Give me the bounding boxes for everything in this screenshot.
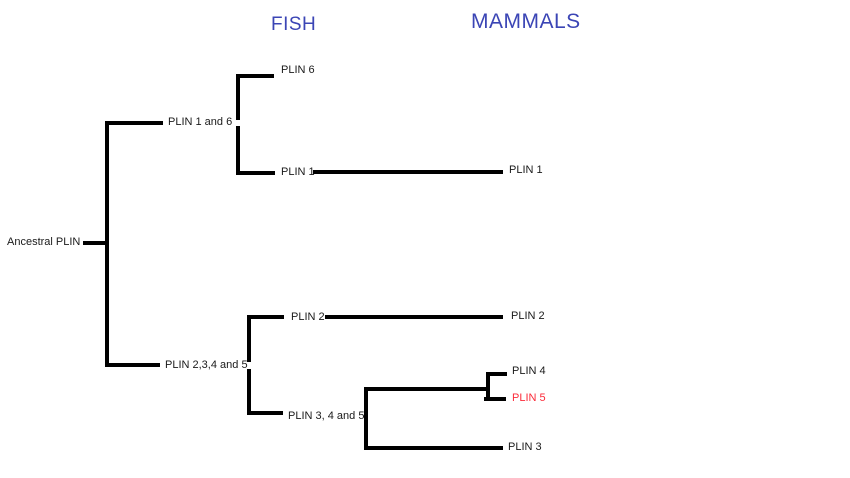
clade2345-vertical-lower: [247, 369, 251, 415]
mammal-plin4-label: PLIN 4: [512, 365, 546, 377]
clade16-vertical-upper: [236, 74, 240, 120]
clade345-label: PLIN 3, 4 and 5: [288, 410, 365, 422]
clade2345-label: PLIN 2,3,4 and 5: [165, 359, 248, 371]
trunk-vertical-line: [105, 121, 109, 367]
fish-plin1-branch-line: [236, 171, 275, 175]
clade345-vertical-line: [364, 387, 368, 450]
clade16-label: PLIN 1 and 6: [168, 116, 233, 128]
clade2345-branch-line: [105, 363, 160, 367]
mammal-plin5-branch-line: [484, 397, 506, 401]
mammals-column-header: MAMMALS: [471, 10, 581, 33]
mammal-plin4-branch-line: [486, 372, 507, 376]
clade2345-vertical-upper: [247, 315, 251, 362]
fish-plin6-branch-line: [236, 74, 274, 78]
fish-plin2-branch-line: [247, 315, 284, 319]
mammal-plin2-branch-line: [325, 315, 503, 319]
fish-plin6-label: PLIN 6: [281, 64, 315, 76]
clade345-branch-line: [247, 411, 283, 415]
mammal-plin5-label: PLIN 5: [512, 392, 546, 404]
mammal-plin1-branch-line: [313, 170, 503, 174]
fish-plin1-label: PLIN 1: [281, 166, 315, 178]
mammal-plin1-label: PLIN 1: [509, 164, 543, 176]
ancestral-plin-label: Ancestral PLIN: [7, 236, 81, 248]
mammal-plin3-label: PLIN 3: [508, 441, 542, 453]
root-branch-line: [83, 241, 108, 245]
clade16-branch-line: [105, 121, 163, 125]
mammal-plin2-label: PLIN 2: [511, 310, 545, 322]
clade45-vertical-line: [486, 372, 490, 401]
fish-plin2-label: PLIN 2: [291, 311, 325, 323]
clade45-branch-line: [364, 387, 488, 391]
clade16-vertical-lower: [236, 126, 240, 175]
mammal-plin3-branch-line: [364, 446, 503, 450]
fish-column-header: FISH: [271, 14, 317, 35]
